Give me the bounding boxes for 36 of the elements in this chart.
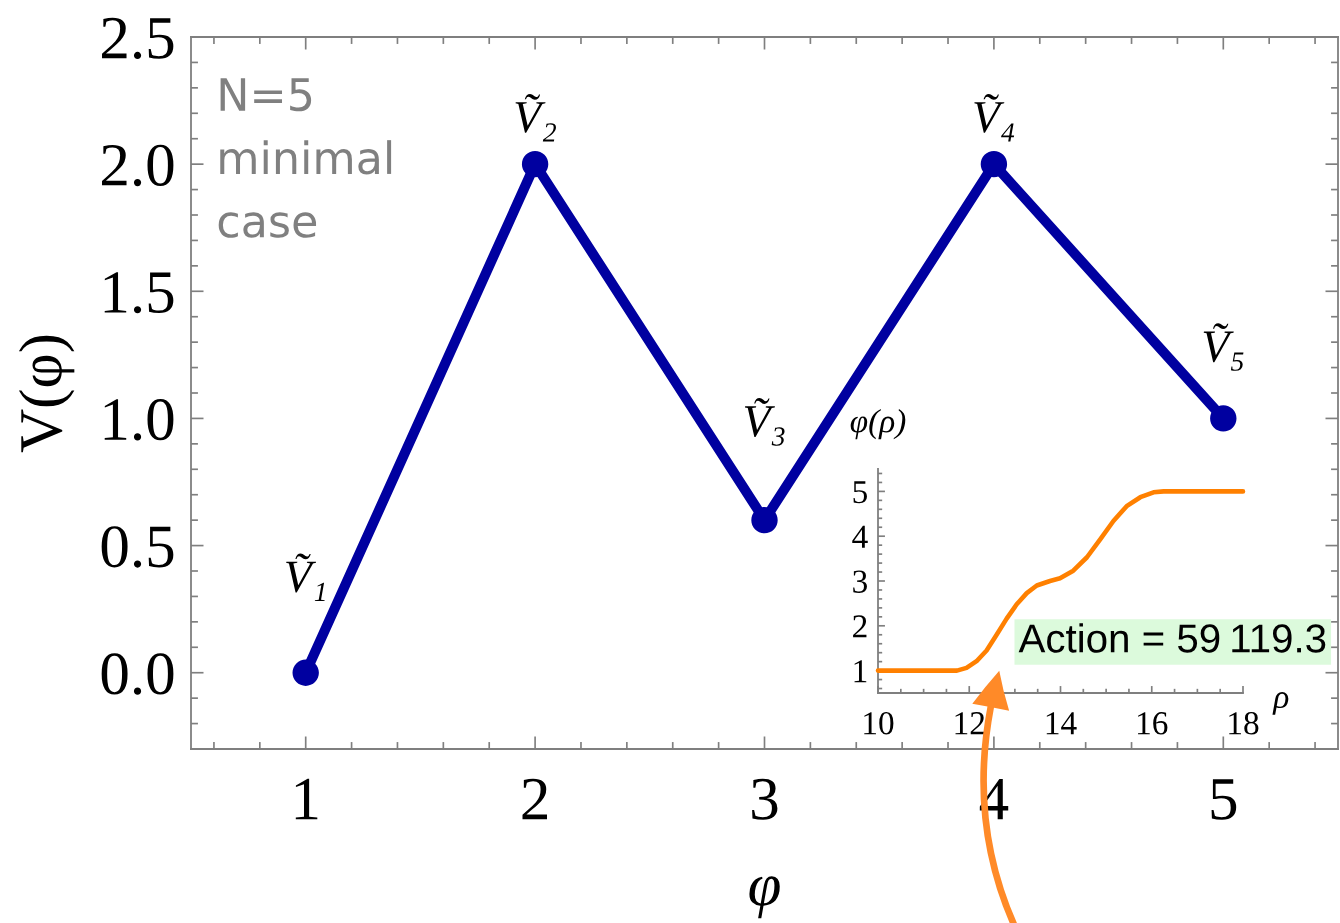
x-axis-title: ρ (1272, 692, 1289, 715)
annotation: Ṽ₅ (1203, 323, 1244, 371)
y-axis-title: φ(ρ) (850, 409, 906, 440)
x-tick-label: 16 (1138, 712, 1168, 735)
y-tick-label: 4 (852, 525, 868, 548)
point (292, 659, 319, 686)
annotation: N=5 minimal case (218, 78, 392, 238)
y-tick-label: 0.5 (101, 526, 174, 568)
y-tick-label: 5 (853, 481, 867, 504)
y-tick-label: 3 (853, 570, 867, 593)
point (521, 150, 549, 178)
x-axis-title: φ (749, 876, 780, 919)
annotation: Ṽ₁ (286, 553, 325, 601)
point (1210, 405, 1237, 432)
y-axis-title: V(φ) (18, 335, 75, 453)
y-tick-label: 1.0 (104, 398, 174, 441)
point (751, 506, 778, 534)
y-tick-label: 0.0 (101, 653, 174, 695)
annotation: Ṽ₄ (974, 93, 1015, 142)
y-tick-label: 2 (853, 615, 867, 638)
y-tick-label: 2.5 (102, 17, 174, 60)
y-tick-label: 1 (854, 660, 867, 683)
x-tick-label: 18 (1229, 712, 1259, 735)
point (980, 150, 1008, 178)
x-tick-label: 1 (295, 778, 318, 820)
x-tick-label: 14 (1046, 712, 1077, 735)
x-tick-label: 10 (864, 712, 894, 735)
x-tick-label: 2 (522, 778, 548, 820)
annotation: Ṽ₃ (744, 398, 785, 446)
x-tick-label: 3 (752, 778, 778, 820)
x-tick-label: 5 (1211, 779, 1237, 820)
annotation: Ṽ₂ (515, 93, 556, 142)
annotation: Action = 59 119.3 (1018, 623, 1326, 653)
y-tick-label: 2.0 (102, 144, 174, 187)
x-tick-label: 12 (955, 712, 985, 735)
y-tick-label: 1.5 (104, 272, 174, 314)
